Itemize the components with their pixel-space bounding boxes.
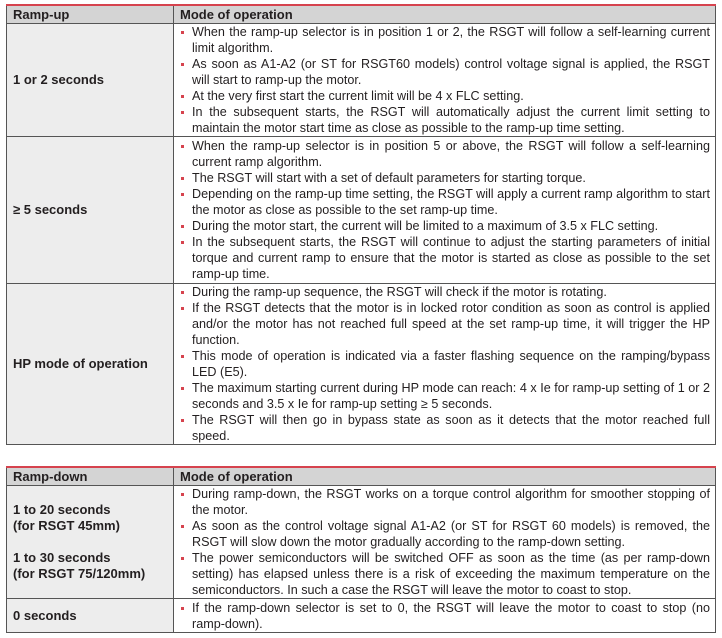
row-label: 1 or 2 seconds: [6, 23, 174, 137]
list-item: At the very first start the current limi…: [179, 88, 710, 104]
header-mode: Mode of operation: [173, 4, 716, 24]
label-line: (for RSGT 75/120mm): [13, 566, 146, 581]
header-mode: Mode of operation: [173, 466, 716, 486]
list-item: During the ramp-up sequence, the RSGT wi…: [179, 284, 710, 300]
list-item: As soon as A1-A2 (or ST for RSGT60 model…: [179, 56, 710, 88]
list-item: If the ramp-down selector is set to 0, t…: [179, 600, 710, 632]
list-item: During ramp-down, the RSGT works on a to…: [179, 486, 710, 518]
list-item: The maximum starting current during HP m…: [179, 380, 710, 412]
list-item: The RSGT will then go in bypass state as…: [179, 412, 710, 444]
list-item: Depending on the ramp-up time setting, t…: [179, 186, 710, 218]
header-ramp-up: Ramp-up: [6, 4, 174, 24]
table-row: 0 seconds If the ramp-down selector is s…: [6, 598, 716, 633]
table-row: HP mode of operation During the ramp-up …: [6, 283, 716, 445]
row-label: HP mode of operation: [6, 283, 174, 445]
label-line: 1 to 20 seconds: [13, 502, 111, 517]
ramp-down-table: Ramp-down Mode of operation 1 to 20 seco…: [6, 466, 716, 633]
header-row: Ramp-down Mode of operation: [6, 466, 716, 486]
list-item: The power semiconductors will be switche…: [179, 550, 710, 598]
ramp-up-table: Ramp-up Mode of operation 1 or 2 seconds…: [6, 4, 716, 445]
list-item: During the motor start, the current will…: [179, 218, 710, 234]
header-row: Ramp-up Mode of operation: [6, 4, 716, 24]
list-item: When the ramp-up selector is in position…: [179, 138, 710, 170]
list-item: In the subsequent starts, the RSGT will …: [179, 234, 710, 282]
list-item: When the ramp-up selector is in position…: [179, 24, 710, 56]
header-ramp-down: Ramp-down: [6, 466, 174, 486]
row-label: ≥ 5 seconds: [6, 136, 174, 284]
list-item: This mode of operation is indicated via …: [179, 348, 710, 380]
list-item: In the subsequent starts, the RSGT will …: [179, 104, 710, 136]
table-row: 1 or 2 seconds When the ramp-up selector…: [6, 23, 716, 137]
list-item: If the RSGT detects that the motor is in…: [179, 300, 710, 348]
row-label: 0 seconds: [6, 598, 174, 633]
list-item: The RSGT will start with a set of defaul…: [179, 170, 710, 186]
table-row: ≥ 5 seconds When the ramp-up selector is…: [6, 136, 716, 284]
table-row: 1 to 20 seconds (for RSGT 45mm) 1 to 30 …: [6, 485, 716, 599]
label-line: (for RSGT 45mm): [13, 518, 120, 533]
row-label: 1 to 20 seconds (for RSGT 45mm) 1 to 30 …: [6, 485, 174, 599]
list-item: As soon as the control voltage signal A1…: [179, 518, 710, 550]
label-line: 1 to 30 seconds: [13, 550, 111, 565]
